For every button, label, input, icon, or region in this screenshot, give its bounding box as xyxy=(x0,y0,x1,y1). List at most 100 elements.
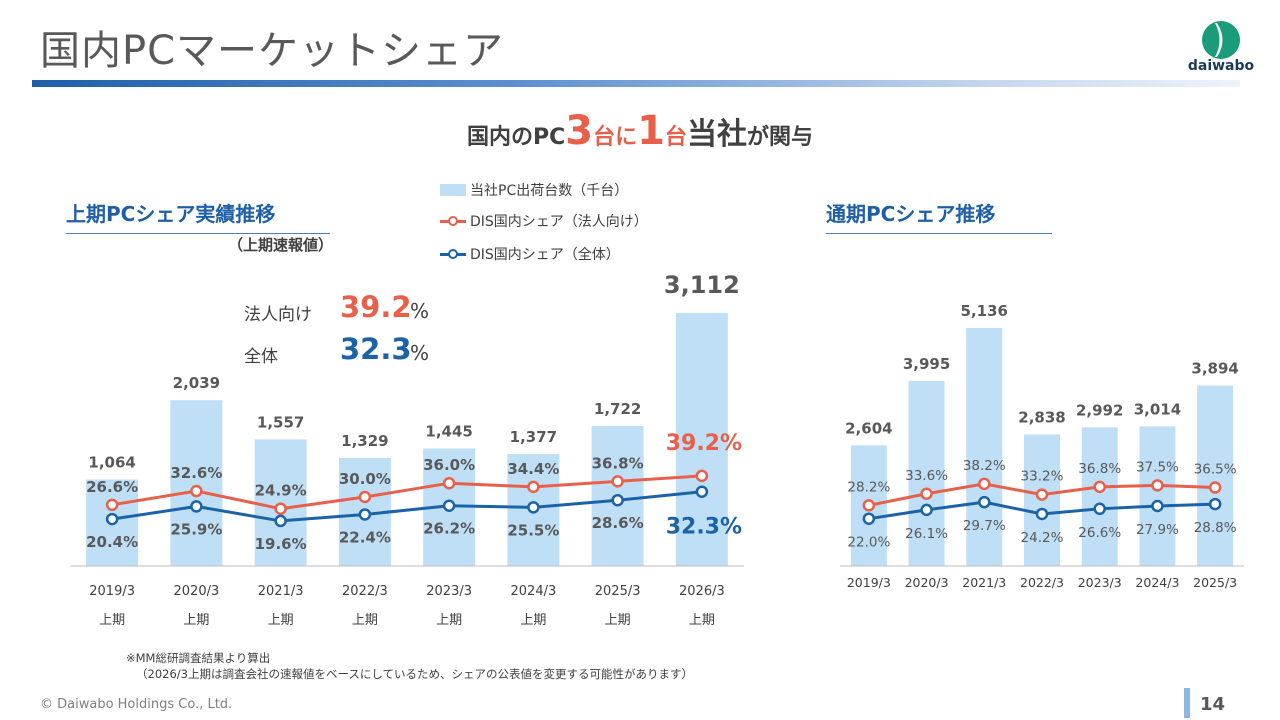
x-tick-label: 2019/3 xyxy=(89,584,135,599)
x-tick-sublabel: 上期 xyxy=(605,613,631,628)
x-tick-label: 2020/3 xyxy=(905,575,949,590)
line-label-total: 26.1% xyxy=(905,526,948,542)
x-tick-label: 2021/3 xyxy=(258,584,304,599)
bar-value-label: 1,329 xyxy=(341,432,388,450)
x-tick-label: 2025/3 xyxy=(595,584,641,599)
headline: 国内のPC3台に1台当社が関与 xyxy=(0,108,1280,154)
point-corporate xyxy=(527,480,540,494)
line-label-corporate: 24.9% xyxy=(255,482,307,500)
legend-label: DIS国内シェア（全体） xyxy=(470,247,620,263)
legend-swatch-bar xyxy=(440,184,466,196)
x-tick-label: 2022/3 xyxy=(1020,575,1064,590)
line-label-total: 26.2% xyxy=(423,520,475,538)
line-label-total: 28.6% xyxy=(592,514,644,532)
x-tick-label: 2023/3 xyxy=(426,584,472,599)
line-label-corporate: 28.2% xyxy=(847,479,890,495)
point-corporate xyxy=(274,502,287,515)
bar xyxy=(1197,385,1234,566)
legend-label: DIS国内シェア（法人向け） xyxy=(470,214,648,230)
line-label-corporate: 39.2% xyxy=(666,431,742,456)
logo-text: daiwabo xyxy=(1187,58,1255,74)
kpi-total-value: 32.3 xyxy=(340,332,412,366)
legend-marker-total xyxy=(448,249,458,259)
line-label-total: 24.2% xyxy=(1021,530,1064,546)
point-total xyxy=(527,501,540,514)
point-corporate xyxy=(105,498,119,512)
x-tick-label: 2023/3 xyxy=(1078,575,1122,590)
bar-value-label: 3,014 xyxy=(1134,400,1181,418)
point-corporate xyxy=(695,469,709,483)
x-tick-sublabel: 上期 xyxy=(99,613,125,628)
bar xyxy=(1081,427,1118,566)
line-label-total: 27.9% xyxy=(1136,522,1179,538)
x-tick-label: 2026/3 xyxy=(679,584,725,599)
headline-part: が関与 xyxy=(746,125,813,150)
series-line-corporate xyxy=(111,474,702,511)
line-label-corporate: 37.5% xyxy=(1136,459,1179,475)
page-title: 国内PCマーケットシェア xyxy=(40,28,505,74)
daiwabo-logo xyxy=(1202,21,1240,59)
title-underline xyxy=(32,80,1240,87)
headline-part: 台 xyxy=(664,125,687,150)
line-label-corporate: 30.0% xyxy=(339,470,391,488)
point-corporate xyxy=(1035,488,1049,501)
point-corporate xyxy=(442,476,456,490)
point-corporate xyxy=(1093,480,1106,494)
point-total xyxy=(695,485,709,498)
point-corporate xyxy=(862,499,876,512)
x-tick-label: 2021/3 xyxy=(962,575,1006,590)
series-line-total xyxy=(111,490,703,523)
line-label-total: 29.7% xyxy=(963,518,1006,534)
bar-value-label: 1,557 xyxy=(257,413,304,431)
left-chart-note: （上期速報値） xyxy=(228,236,334,254)
bar-value-label: 2,039 xyxy=(173,374,220,392)
line-label-corporate: 33.2% xyxy=(1021,469,1064,485)
bar-value-label: 1,064 xyxy=(88,453,135,471)
kpi-corporate-value: 39.2 xyxy=(340,290,412,324)
line-label-total: 32.3% xyxy=(666,515,742,540)
line-label-corporate: 33.6% xyxy=(905,468,948,484)
headline-part: 当社 xyxy=(686,117,747,152)
headline-number: 1 xyxy=(637,108,665,154)
point-corporate xyxy=(190,484,203,498)
left-chart-title: 上期PCシェア実績推移 xyxy=(66,198,330,234)
x-tick-label: 2020/3 xyxy=(174,584,220,599)
x-tick-label: 2019/3 xyxy=(847,575,891,590)
page-number: 14 xyxy=(1200,694,1226,715)
headline-part: 台に xyxy=(593,125,638,150)
x-tick-label: 2024/3 xyxy=(511,584,557,599)
line-label-corporate: 36.8% xyxy=(1078,461,1121,477)
bar-value-label: 3,894 xyxy=(1191,360,1238,378)
line-label-total: 19.6% xyxy=(255,535,307,553)
point-total xyxy=(862,512,876,525)
point-total xyxy=(190,500,203,513)
point-total xyxy=(978,495,991,509)
kpi-total-unit: % xyxy=(410,341,430,365)
bar-value-label: 1,445 xyxy=(425,423,472,441)
line-label-total: 26.6% xyxy=(1078,525,1121,541)
bar xyxy=(170,400,223,566)
line-label-corporate: 36.0% xyxy=(423,456,475,474)
bar xyxy=(1139,426,1176,566)
line-label-total: 22.4% xyxy=(339,528,391,546)
bar xyxy=(966,328,1003,566)
line-label-corporate: 36.5% xyxy=(1194,462,1237,478)
kpi-corporate-unit: % xyxy=(410,299,430,323)
copyright: © Daiwabo Holdings Co., Ltd. xyxy=(40,697,233,712)
bar-value-label: 3,112 xyxy=(664,271,740,299)
bar-value-label: 2,992 xyxy=(1076,401,1123,419)
line-label-corporate: 26.6% xyxy=(86,478,138,496)
line-label-corporate: 34.4% xyxy=(507,460,559,478)
point-total xyxy=(1151,499,1164,513)
kpi-total-label: 全体 xyxy=(244,347,278,367)
line-label-total: 25.5% xyxy=(507,521,559,539)
bar-value-label: 2,838 xyxy=(1018,408,1065,426)
line-label-total: 28.8% xyxy=(1194,520,1237,536)
legend-label: 当社PC出荷台数（千台） xyxy=(470,183,629,199)
point-total xyxy=(611,493,624,507)
bar-value-label: 5,136 xyxy=(961,302,1008,320)
point-total xyxy=(920,503,933,517)
point-total xyxy=(442,499,456,512)
line-label-total: 25.9% xyxy=(170,520,222,538)
x-tick-sublabel: 上期 xyxy=(689,613,715,628)
